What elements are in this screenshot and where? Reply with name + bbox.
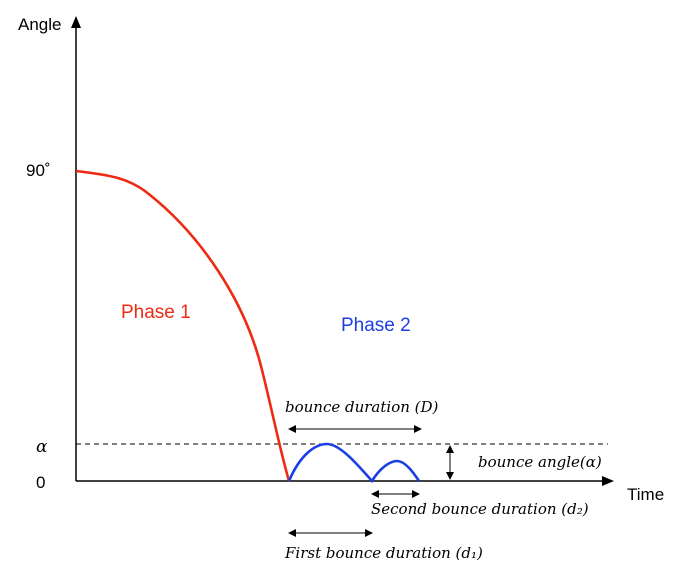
second-bounce-label: Second bounce duration (d₂) [371, 500, 589, 518]
tick-alpha-label: α [36, 437, 48, 457]
bounce-duration-label: bounce duration (D) [285, 398, 439, 416]
tick-90-label: 90˚ [26, 161, 51, 180]
bounce-angle-label: bounce angle(α) [478, 453, 602, 471]
x-axis-label: Time [627, 485, 664, 504]
phase1-label: Phase 1 [121, 302, 191, 323]
tick-zero-label: 0 [36, 473, 45, 492]
first-bounce-label: First bounce duration (d₁) [284, 544, 483, 562]
phase2-curve [287, 442, 421, 484]
phase2-label: Phase 2 [341, 315, 411, 336]
y-axis-label: Angle [18, 15, 61, 34]
phase1-curve [75, 169, 291, 482]
